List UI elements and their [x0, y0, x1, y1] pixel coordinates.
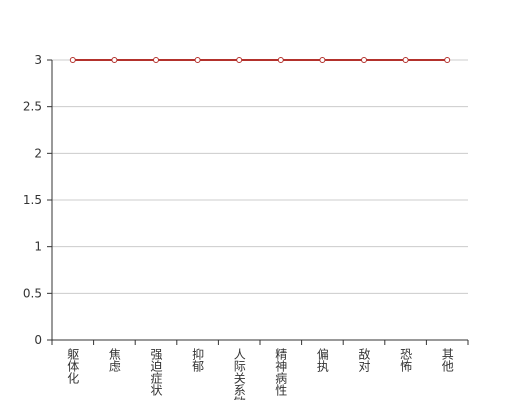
y-tick-label: 0.5 [23, 286, 42, 300]
x-tick-label: 抑郁 [191, 347, 205, 373]
x-tick-label: 敌对 [357, 347, 371, 372]
x-tick-label: 焦虑 [107, 348, 121, 372]
point [444, 57, 451, 63]
point [277, 57, 284, 63]
x-tick-label: 恐怖 [399, 348, 413, 372]
point [361, 57, 367, 63]
y-tick-label: 3 [34, 53, 42, 67]
point [194, 57, 201, 63]
y-tick-label: 2 [34, 146, 42, 160]
point [236, 57, 243, 63]
y-tick-label: 0 [34, 333, 42, 347]
y-tick-label: 2.5 [23, 100, 42, 114]
y-tick-label: 1 [34, 240, 42, 254]
x-tick-label: 精神病性 [274, 348, 288, 397]
x-tick-label: 人际关系敏感 [232, 348, 246, 400]
x-tick-label: 强迫症状 [149, 348, 163, 396]
point [319, 57, 326, 63]
y-tick-label: 1.5 [23, 193, 42, 207]
point [153, 57, 159, 63]
point [111, 57, 118, 63]
x-tick-label: 偏执 [315, 347, 329, 373]
point [402, 57, 409, 63]
x-tick-label: 躯体化 [66, 347, 80, 385]
x-tick-label: 其他 [440, 348, 454, 372]
point [69, 57, 76, 63]
